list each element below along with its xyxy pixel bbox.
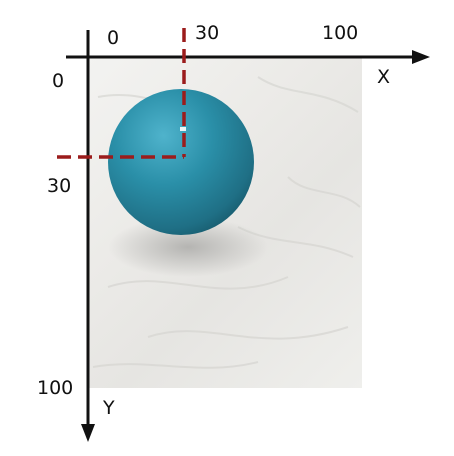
x-axis-label: X xyxy=(377,66,391,88)
ball-shadow xyxy=(108,217,268,277)
cloth-wrinkles xyxy=(92,76,361,369)
y-axis-label: Y xyxy=(103,397,115,419)
y-tick-100: 100 xyxy=(37,377,74,399)
cloth-photo xyxy=(88,57,362,388)
y-tick-0: 0 xyxy=(52,70,65,92)
ball xyxy=(108,89,254,235)
x-tick-0: 0 xyxy=(107,27,120,49)
x-axis-arrowhead xyxy=(412,50,430,64)
y-tick-30: 30 xyxy=(47,175,72,197)
y-axis-arrowhead xyxy=(81,424,95,442)
x-tick-30: 30 xyxy=(195,22,220,44)
ball-highlight xyxy=(180,127,186,131)
x-tick-100: 100 xyxy=(322,22,359,44)
